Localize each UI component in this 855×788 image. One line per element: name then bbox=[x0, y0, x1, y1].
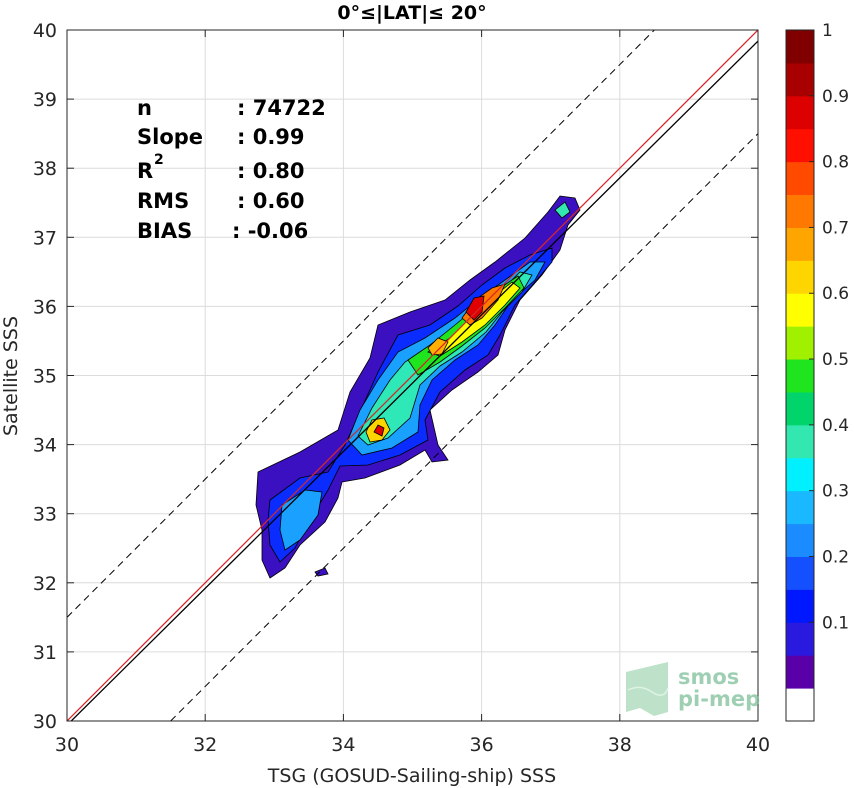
logo-line1: smos bbox=[678, 665, 739, 689]
colorbar-segment bbox=[786, 326, 814, 360]
colorbar-segment bbox=[786, 95, 814, 130]
chart-title: 0°≤|LAT|≤ 20° bbox=[337, 2, 486, 24]
colorbar-segment bbox=[786, 556, 814, 590]
axis-ticks bbox=[66, 29, 759, 722]
one-to-one-line bbox=[67, 30, 758, 721]
colorbar-segment bbox=[786, 622, 814, 656]
y-tick-label: 39 bbox=[33, 89, 57, 111]
colorbar-tick-label: 0.3 bbox=[822, 482, 849, 502]
colorbar-segment bbox=[786, 359, 814, 393]
y-axis-label: Satellite SSS bbox=[0, 316, 22, 436]
stat-slope-value: : 0.99 bbox=[237, 125, 305, 149]
colorbar-tick-label: 1 bbox=[822, 21, 833, 41]
logo-wave-line bbox=[627, 686, 669, 696]
x-tick-label: 36 bbox=[470, 734, 494, 756]
colorbar-segment bbox=[786, 293, 814, 327]
colorbar bbox=[786, 30, 814, 722]
colorbar-tick-label: 0.2 bbox=[822, 547, 849, 567]
colorbar-segment bbox=[786, 490, 814, 525]
y-tick-label: 31 bbox=[33, 642, 57, 664]
lower-bound-line bbox=[170, 133, 758, 721]
colorbar-segment bbox=[786, 128, 814, 163]
colorbar-segment bbox=[786, 688, 814, 722]
y-tick-label: 34 bbox=[33, 435, 57, 457]
x-tick-label: 38 bbox=[608, 734, 632, 756]
colorbar-frame bbox=[785, 29, 815, 722]
colorbar-segment bbox=[786, 194, 814, 228]
colorbar-segment bbox=[786, 457, 814, 492]
y-tick-label: 32 bbox=[33, 573, 57, 595]
contour-level-10 bbox=[427, 337, 449, 356]
colorbar-segment bbox=[786, 391, 814, 426]
colorbar-ticks: 0.1 0.2 0.3 0.4 0.5 0.6 0.7 0.8 0.9 1 bbox=[809, 21, 849, 633]
colorbar-tick-label: 0.4 bbox=[822, 416, 849, 436]
contour-level-9 bbox=[465, 295, 485, 321]
x-tick-labels: 30 32 34 36 38 40 bbox=[55, 734, 770, 756]
y-tick-label: 37 bbox=[33, 227, 57, 249]
colorbar-tick-label: 0.8 bbox=[822, 153, 849, 173]
x-axis-label: TSG (GOSUD-Sailing-ship) SSS bbox=[267, 765, 556, 787]
colorbar-segment bbox=[786, 424, 814, 459]
x-tick-label: 40 bbox=[746, 734, 770, 756]
stat-n-value: : 74722 bbox=[237, 96, 326, 120]
contour-level-13 bbox=[554, 201, 571, 219]
y-tick-label: 40 bbox=[33, 20, 57, 42]
stat-bias-label: BIAS bbox=[137, 219, 192, 243]
colorbar-tick-label: 0.1 bbox=[822, 613, 849, 633]
colorbar-segment bbox=[786, 161, 814, 196]
stat-r2-value: : 0.80 bbox=[237, 159, 305, 183]
stats-block: n : 74722 Slope : 0.99 R 2 : 0.80 RMS : … bbox=[137, 96, 326, 243]
colorbar-segment bbox=[786, 589, 814, 623]
stat-r2-sup: 2 bbox=[154, 152, 164, 168]
colorbar-tick-label: 0.5 bbox=[822, 350, 849, 370]
stat-rms-label: RMS bbox=[137, 189, 189, 213]
stat-rms-value: : 0.60 bbox=[237, 189, 305, 213]
colorbar-tick-label: 0.7 bbox=[822, 218, 849, 238]
y-tick-label: 30 bbox=[33, 711, 57, 733]
grid bbox=[67, 30, 758, 721]
stat-bias-value: : -0.06 bbox=[232, 219, 308, 243]
x-tick-label: 32 bbox=[193, 734, 217, 756]
x-tick-label: 30 bbox=[55, 734, 79, 756]
y-tick-label: 35 bbox=[33, 366, 57, 388]
colorbar-segment bbox=[786, 62, 814, 97]
smos-pi-mep-logo: smos pi-mep bbox=[626, 662, 760, 716]
logo-line2: pi-mep bbox=[678, 687, 760, 711]
y-tick-label: 33 bbox=[33, 504, 57, 526]
colorbar-segment bbox=[786, 655, 814, 689]
contour-level-12 bbox=[373, 424, 385, 437]
y-tick-label: 38 bbox=[33, 158, 57, 180]
colorbar-segment bbox=[786, 523, 814, 557]
colorbar-segment bbox=[786, 260, 814, 294]
stat-r2-label: R bbox=[137, 159, 153, 183]
y-tick-label: 36 bbox=[33, 296, 57, 318]
fit-line bbox=[70, 40, 758, 721]
stat-slope-label: Slope bbox=[137, 125, 203, 149]
stat-n-label: n bbox=[137, 96, 152, 120]
contour-level-3 bbox=[279, 489, 323, 551]
colorbar-segment bbox=[786, 227, 814, 261]
x-tick-label: 34 bbox=[331, 734, 355, 756]
reference-lines bbox=[67, 30, 758, 721]
colorbar-tick-label: 0.9 bbox=[822, 87, 849, 107]
upper-bound-line bbox=[67, 30, 655, 618]
y-tick-labels: 30 31 32 33 34 35 36 37 38 39 40 bbox=[33, 20, 57, 733]
colorbar-tick-label: 0.6 bbox=[822, 284, 849, 304]
colorbar-segment bbox=[786, 30, 814, 64]
